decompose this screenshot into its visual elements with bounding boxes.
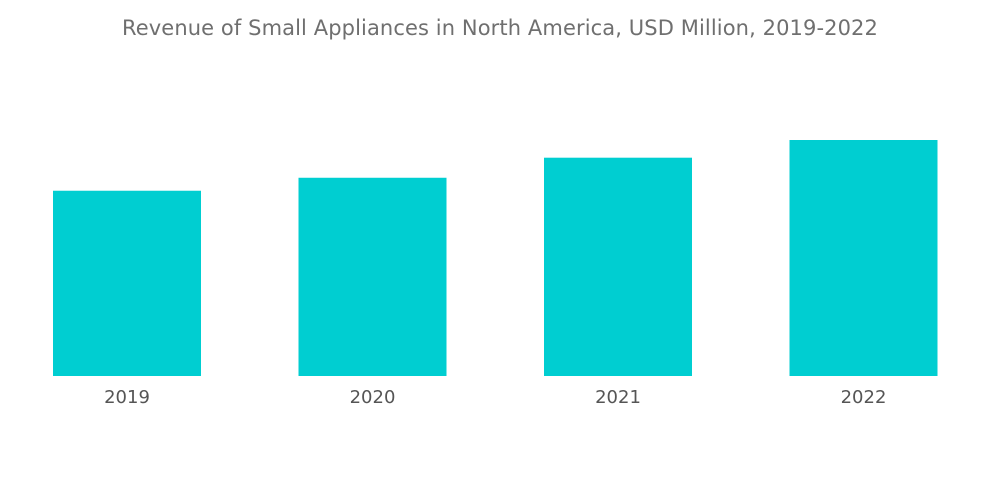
x-tick-label-2020: 2020 [350, 387, 396, 408]
bar-2019 [53, 190, 201, 376]
x-tick-label-2022: 2022 [841, 387, 887, 408]
bar-2021 [544, 157, 692, 376]
chart-title: Revenue of Small Appliances in North Ame… [122, 16, 878, 40]
bars-group [53, 140, 938, 376]
x-tick-label-2021: 2021 [595, 387, 641, 408]
bar-2022 [789, 140, 938, 376]
x-tick-label-2019: 2019 [104, 387, 150, 408]
bar-2020 [298, 177, 447, 376]
x-tick-labels: 2019 2020 2021 2022 [104, 387, 886, 408]
